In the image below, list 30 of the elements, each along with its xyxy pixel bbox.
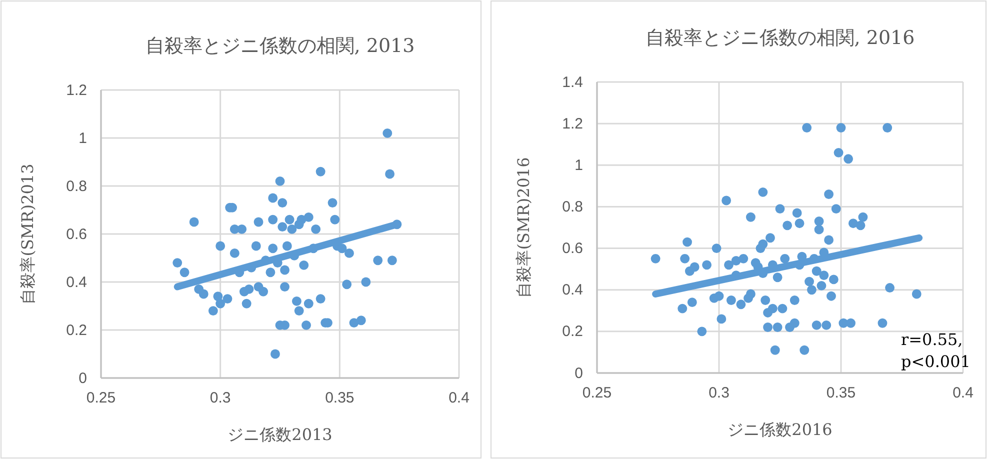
y-tick-label: 0: [574, 364, 583, 382]
chart-title: 自殺率とジニ係数の相関, 2016: [645, 27, 915, 49]
x-tick-label: 0.4: [952, 384, 974, 402]
x-axis-title: ジニ係数2013: [228, 425, 332, 444]
y-tick-label: 0.2: [562, 323, 583, 340]
y-tick-label: 0.6: [66, 226, 87, 243]
x-tick-label: 0.25: [582, 384, 612, 402]
x-tick-label: 0.4: [448, 390, 470, 407]
y-axis-title: 自殺率(SMR)2016: [514, 157, 533, 298]
x-tick-label: 0.35: [826, 384, 856, 402]
y-tick-label: 0.4: [562, 282, 583, 299]
x-tick-label: 0.35: [325, 390, 354, 407]
x-tick-label: 0.25: [86, 390, 116, 407]
y-tick-label: 0: [78, 370, 87, 387]
x-tick-label: 0.3: [708, 384, 730, 402]
y-axis-title: 自殺率(SMR)2013: [18, 164, 37, 304]
y-tick-label: 1.4: [562, 74, 583, 91]
chart-title: 自殺率とジニ係数の相関, 2013: [145, 35, 415, 57]
y-tick-label: 1.2: [66, 82, 87, 99]
x-axis-title: ジニ係数2016: [728, 420, 832, 439]
annotation: r=0.55, p<0.001: [901, 330, 970, 371]
y-tick-label: 0.4: [66, 274, 87, 291]
y-tick-label: 0.2: [66, 322, 87, 339]
x-tick-label: 0.3: [210, 390, 231, 407]
y-tick-label: 1.2: [562, 115, 583, 132]
y-tick-label: 0.8: [562, 198, 583, 216]
y-tick-label: 0.6: [562, 240, 583, 258]
y-tick-label: 1: [78, 130, 87, 147]
y-tick-label: 0.8: [66, 178, 87, 195]
y-tick-label: 1: [574, 156, 583, 174]
